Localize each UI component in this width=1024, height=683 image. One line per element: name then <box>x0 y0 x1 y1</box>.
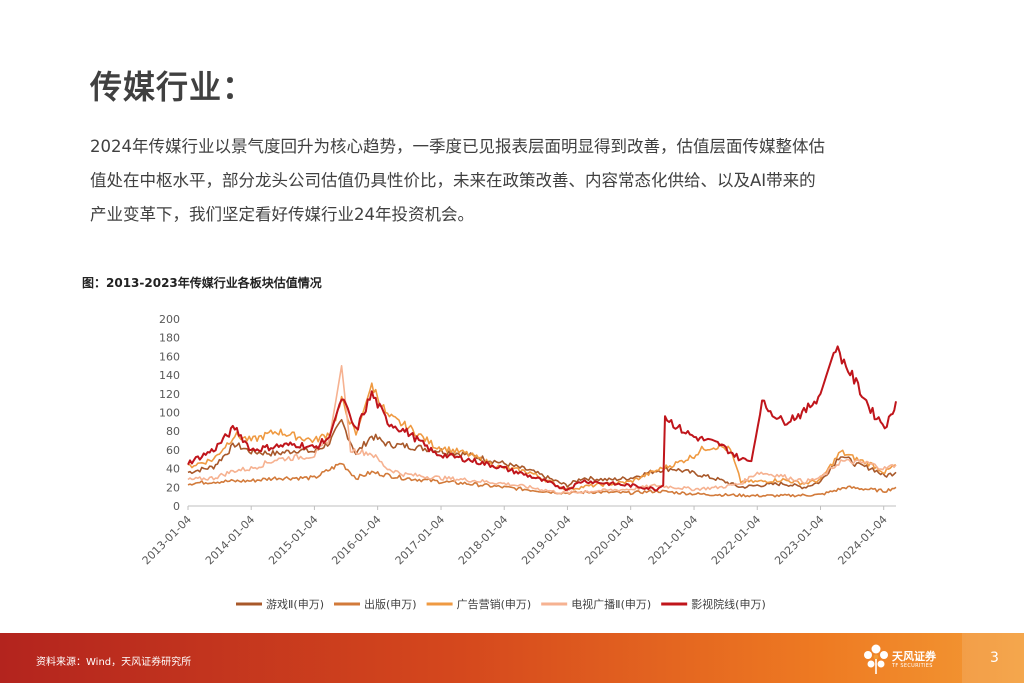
series-line <box>187 365 897 495</box>
x-tick-label: 2022-01-04 <box>709 513 763 567</box>
legend-label: 广告营销(申万) <box>457 597 532 611</box>
legend-label: 影视院线(申万) <box>691 597 766 611</box>
paragraph-line: 产业变革下，我们坚定看好传媒行业24年投资机会。 <box>90 205 474 224</box>
x-tick-label: 2017-01-04 <box>393 513 447 567</box>
x-tick-label: 2023-01-04 <box>772 513 826 567</box>
legend-label: 电视广播Ⅱ(申万) <box>571 597 651 611</box>
series-line <box>187 345 897 492</box>
y-tick-label: 0 <box>173 500 180 513</box>
y-tick-label: 140 <box>159 369 180 382</box>
y-tick-label: 100 <box>159 407 180 420</box>
x-tick-label: 2014-01-04 <box>203 513 257 567</box>
y-tick-label: 60 <box>166 444 180 457</box>
logo-subtext: TF SECURITIES <box>892 663 933 669</box>
figure-title: 图：2013-2023年传媒行业各板块估值情况 <box>82 276 322 290</box>
y-tick-label: 120 <box>159 388 180 401</box>
legend-label: 出版(申万) <box>364 597 417 611</box>
y-tick-label: 20 <box>166 481 180 494</box>
company-logo: 天风证券 TF SECURITIES <box>862 641 948 677</box>
body-paragraph: 2024年传媒行业以景气度回升为核心趋势，一季度已见报表层面明显得到改善，估值层… <box>90 130 930 232</box>
page-title: 传媒行业： <box>90 68 256 106</box>
flower-logo-icon <box>864 644 888 674</box>
x-tick-label: 2024-01-04 <box>835 513 889 567</box>
y-tick-label: 200 <box>159 313 180 326</box>
y-tick-label: 40 <box>166 463 180 476</box>
x-tick-label: 2013-01-04 <box>140 513 194 567</box>
y-tick-label: 80 <box>166 425 180 438</box>
page-number: 3 <box>990 650 999 666</box>
legend-label: 游戏Ⅱ(申万) <box>266 598 324 611</box>
x-tick-label: 2016-01-04 <box>329 513 383 567</box>
chart-series <box>187 345 897 498</box>
y-tick-label: 160 <box>159 350 180 363</box>
x-tick-label: 2019-01-04 <box>519 513 573 567</box>
x-tick-label: 2015-01-04 <box>266 513 320 567</box>
series-line <box>187 462 897 498</box>
logo-text: 天风证券 <box>892 650 936 663</box>
footer-bar: 资料来源：Wind，天风证券研究所 天风证券 TF SECURITIES 3 <box>0 633 1024 683</box>
x-tick-label: 2020-01-04 <box>582 513 636 567</box>
paragraph-line: 值处在中枢水平，部分龙头公司估值仍具性价比，未来在政策改善、内容常态化供给、以及… <box>90 171 816 190</box>
y-tick-label: 180 <box>159 332 180 345</box>
chart-legend: 游戏Ⅱ(申万) 出版(申万) 广告营销(申万) 电视广播Ⅱ(申万) 影视院线(申万) <box>236 597 766 611</box>
x-tick-label: 2021-01-04 <box>646 513 700 567</box>
x-tick-label: 2018-01-04 <box>456 513 510 567</box>
source-note: 资料来源：Wind，天风证券研究所 <box>36 657 192 668</box>
page-number-box <box>962 633 1024 683</box>
paragraph-line: 2024年传媒行业以景气度回升为核心趋势，一季度已见报表层面明显得到改善，估值层… <box>90 137 825 156</box>
